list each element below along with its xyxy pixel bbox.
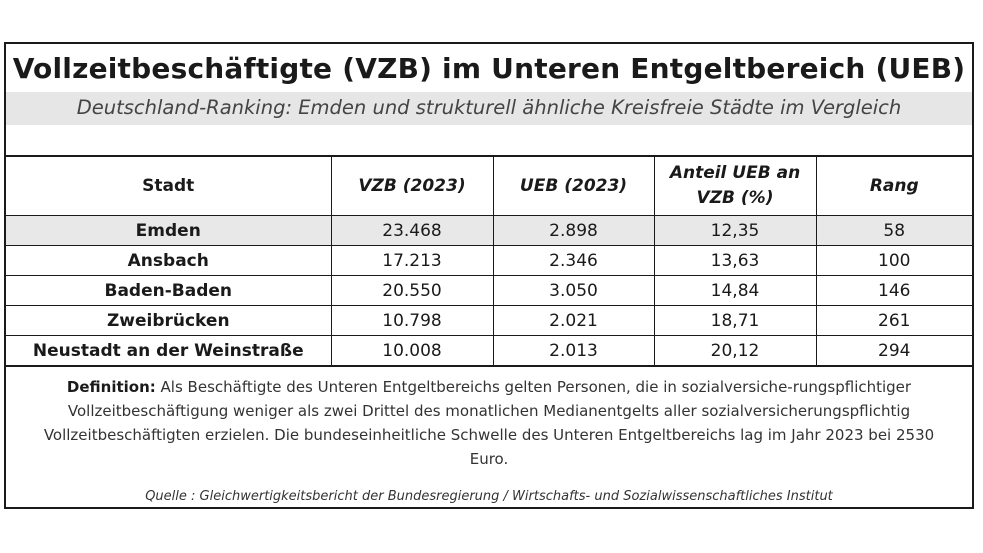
- cell-vzb: 10.798: [330, 305, 494, 336]
- cell-rang: 58: [815, 215, 972, 246]
- cell-rang: 100: [815, 245, 972, 276]
- cell-anteil: 13,63: [653, 245, 817, 276]
- cell-ueb: 2.013: [492, 335, 655, 367]
- cell-ueb: 2.021: [492, 305, 655, 336]
- table-row: Neustadt an der Weinstraße 10.008 2.013 …: [6, 335, 972, 367]
- ranking-table: Stadt VZB (2023) UEB (2023) Anteil UEB a…: [6, 155, 972, 367]
- table-frame: Vollzeitbeschäftigte (VZB) im Unteren En…: [4, 42, 974, 509]
- table-row: Ansbach 17.213 2.346 13,63 100: [6, 245, 972, 276]
- column-header-rang: Rang: [815, 155, 972, 216]
- cell-anteil: 14,84: [653, 275, 817, 306]
- source-note: Quelle : Gleichwertigkeitsbericht der Bu…: [145, 489, 833, 504]
- cell-vzb: 17.213: [330, 245, 494, 276]
- cell-stadt: Emden: [6, 215, 332, 246]
- definition-label: Definition:: [66, 378, 156, 396]
- column-header-stadt: Stadt: [6, 155, 332, 216]
- cell-stadt: Ansbach: [6, 245, 332, 276]
- definition-text: Definition: Als Beschäftigte des Unteren…: [36, 375, 942, 471]
- cell-anteil: 12,35: [653, 215, 817, 246]
- cell-vzb: 10.008: [330, 335, 494, 367]
- cell-rang: 146: [815, 275, 972, 306]
- cell-vzb: 23.468: [330, 215, 494, 246]
- cell-ueb: 3.050: [492, 275, 655, 306]
- cell-stadt: Zweibrücken: [6, 305, 332, 336]
- cell-rang: 294: [815, 335, 972, 367]
- table-row: Zweibrücken 10.798 2.021 18,71 261: [6, 305, 972, 336]
- cell-stadt: Neustadt an der Weinstraße: [6, 335, 332, 367]
- cell-anteil: 20,12: [653, 335, 817, 367]
- table-row: Baden-Baden 20.550 3.050 14,84 146: [6, 275, 972, 306]
- table-header-row: Stadt VZB (2023) UEB (2023) Anteil UEB a…: [6, 155, 972, 216]
- cell-ueb: 2.898: [492, 215, 655, 246]
- cell-ueb: 2.346: [492, 245, 655, 276]
- table-row: Emden 23.468 2.898 12,35 58: [6, 215, 972, 246]
- definition-body: Als Beschäftigte des Unteren Entgeltbere…: [43, 378, 935, 468]
- page-subtitle: Deutschland-Ranking: Emden und strukture…: [76, 96, 902, 119]
- cell-stadt: Baden-Baden: [6, 275, 332, 306]
- column-header-anteil: Anteil UEB an VZB (%): [653, 155, 817, 216]
- cell-anteil: 18,71: [653, 305, 817, 336]
- cell-rang: 261: [815, 305, 972, 336]
- page-title: Vollzeitbeschäftigte (VZB) im Unteren En…: [12, 52, 966, 85]
- subtitle-band: [6, 92, 972, 125]
- column-header-vzb: VZB (2023): [330, 155, 494, 216]
- column-header-ueb: UEB (2023): [492, 155, 655, 216]
- cell-vzb: 20.550: [330, 275, 494, 306]
